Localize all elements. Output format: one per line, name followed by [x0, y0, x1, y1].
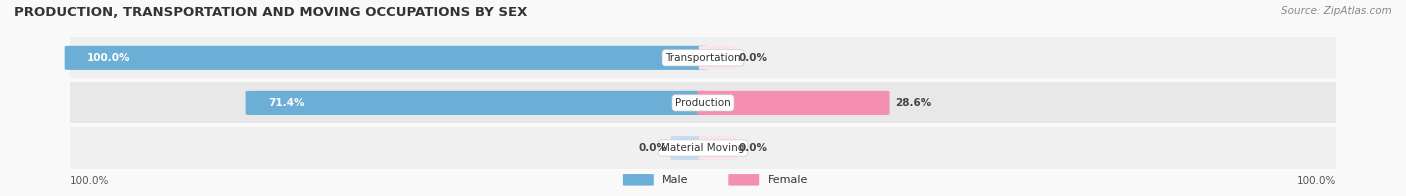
FancyBboxPatch shape	[699, 136, 735, 160]
Bar	[70, 82, 1336, 123]
Text: 100.0%: 100.0%	[70, 176, 110, 186]
Bar	[70, 127, 1336, 169]
Text: Material Moving: Material Moving	[661, 143, 745, 153]
Text: Male: Male	[662, 175, 689, 185]
Text: 0.0%: 0.0%	[738, 53, 768, 63]
FancyBboxPatch shape	[699, 46, 735, 70]
Text: Female: Female	[768, 175, 808, 185]
FancyBboxPatch shape	[65, 46, 709, 70]
Text: Transportation: Transportation	[665, 53, 741, 63]
Text: 100.0%: 100.0%	[87, 53, 131, 63]
Text: 71.4%: 71.4%	[269, 98, 305, 108]
Text: 0.0%: 0.0%	[638, 143, 668, 153]
Text: PRODUCTION, TRANSPORTATION AND MOVING OCCUPATIONS BY SEX: PRODUCTION, TRANSPORTATION AND MOVING OC…	[14, 6, 527, 19]
Text: 100.0%: 100.0%	[1296, 176, 1336, 186]
Bar	[70, 37, 1336, 78]
Text: Source: ZipAtlas.com: Source: ZipAtlas.com	[1281, 6, 1392, 16]
FancyBboxPatch shape	[246, 91, 709, 115]
Text: Production: Production	[675, 98, 731, 108]
FancyBboxPatch shape	[728, 174, 759, 186]
FancyBboxPatch shape	[671, 136, 707, 160]
Text: 28.6%: 28.6%	[896, 98, 931, 108]
FancyBboxPatch shape	[623, 174, 654, 186]
FancyBboxPatch shape	[697, 91, 890, 115]
Text: 0.0%: 0.0%	[738, 143, 768, 153]
